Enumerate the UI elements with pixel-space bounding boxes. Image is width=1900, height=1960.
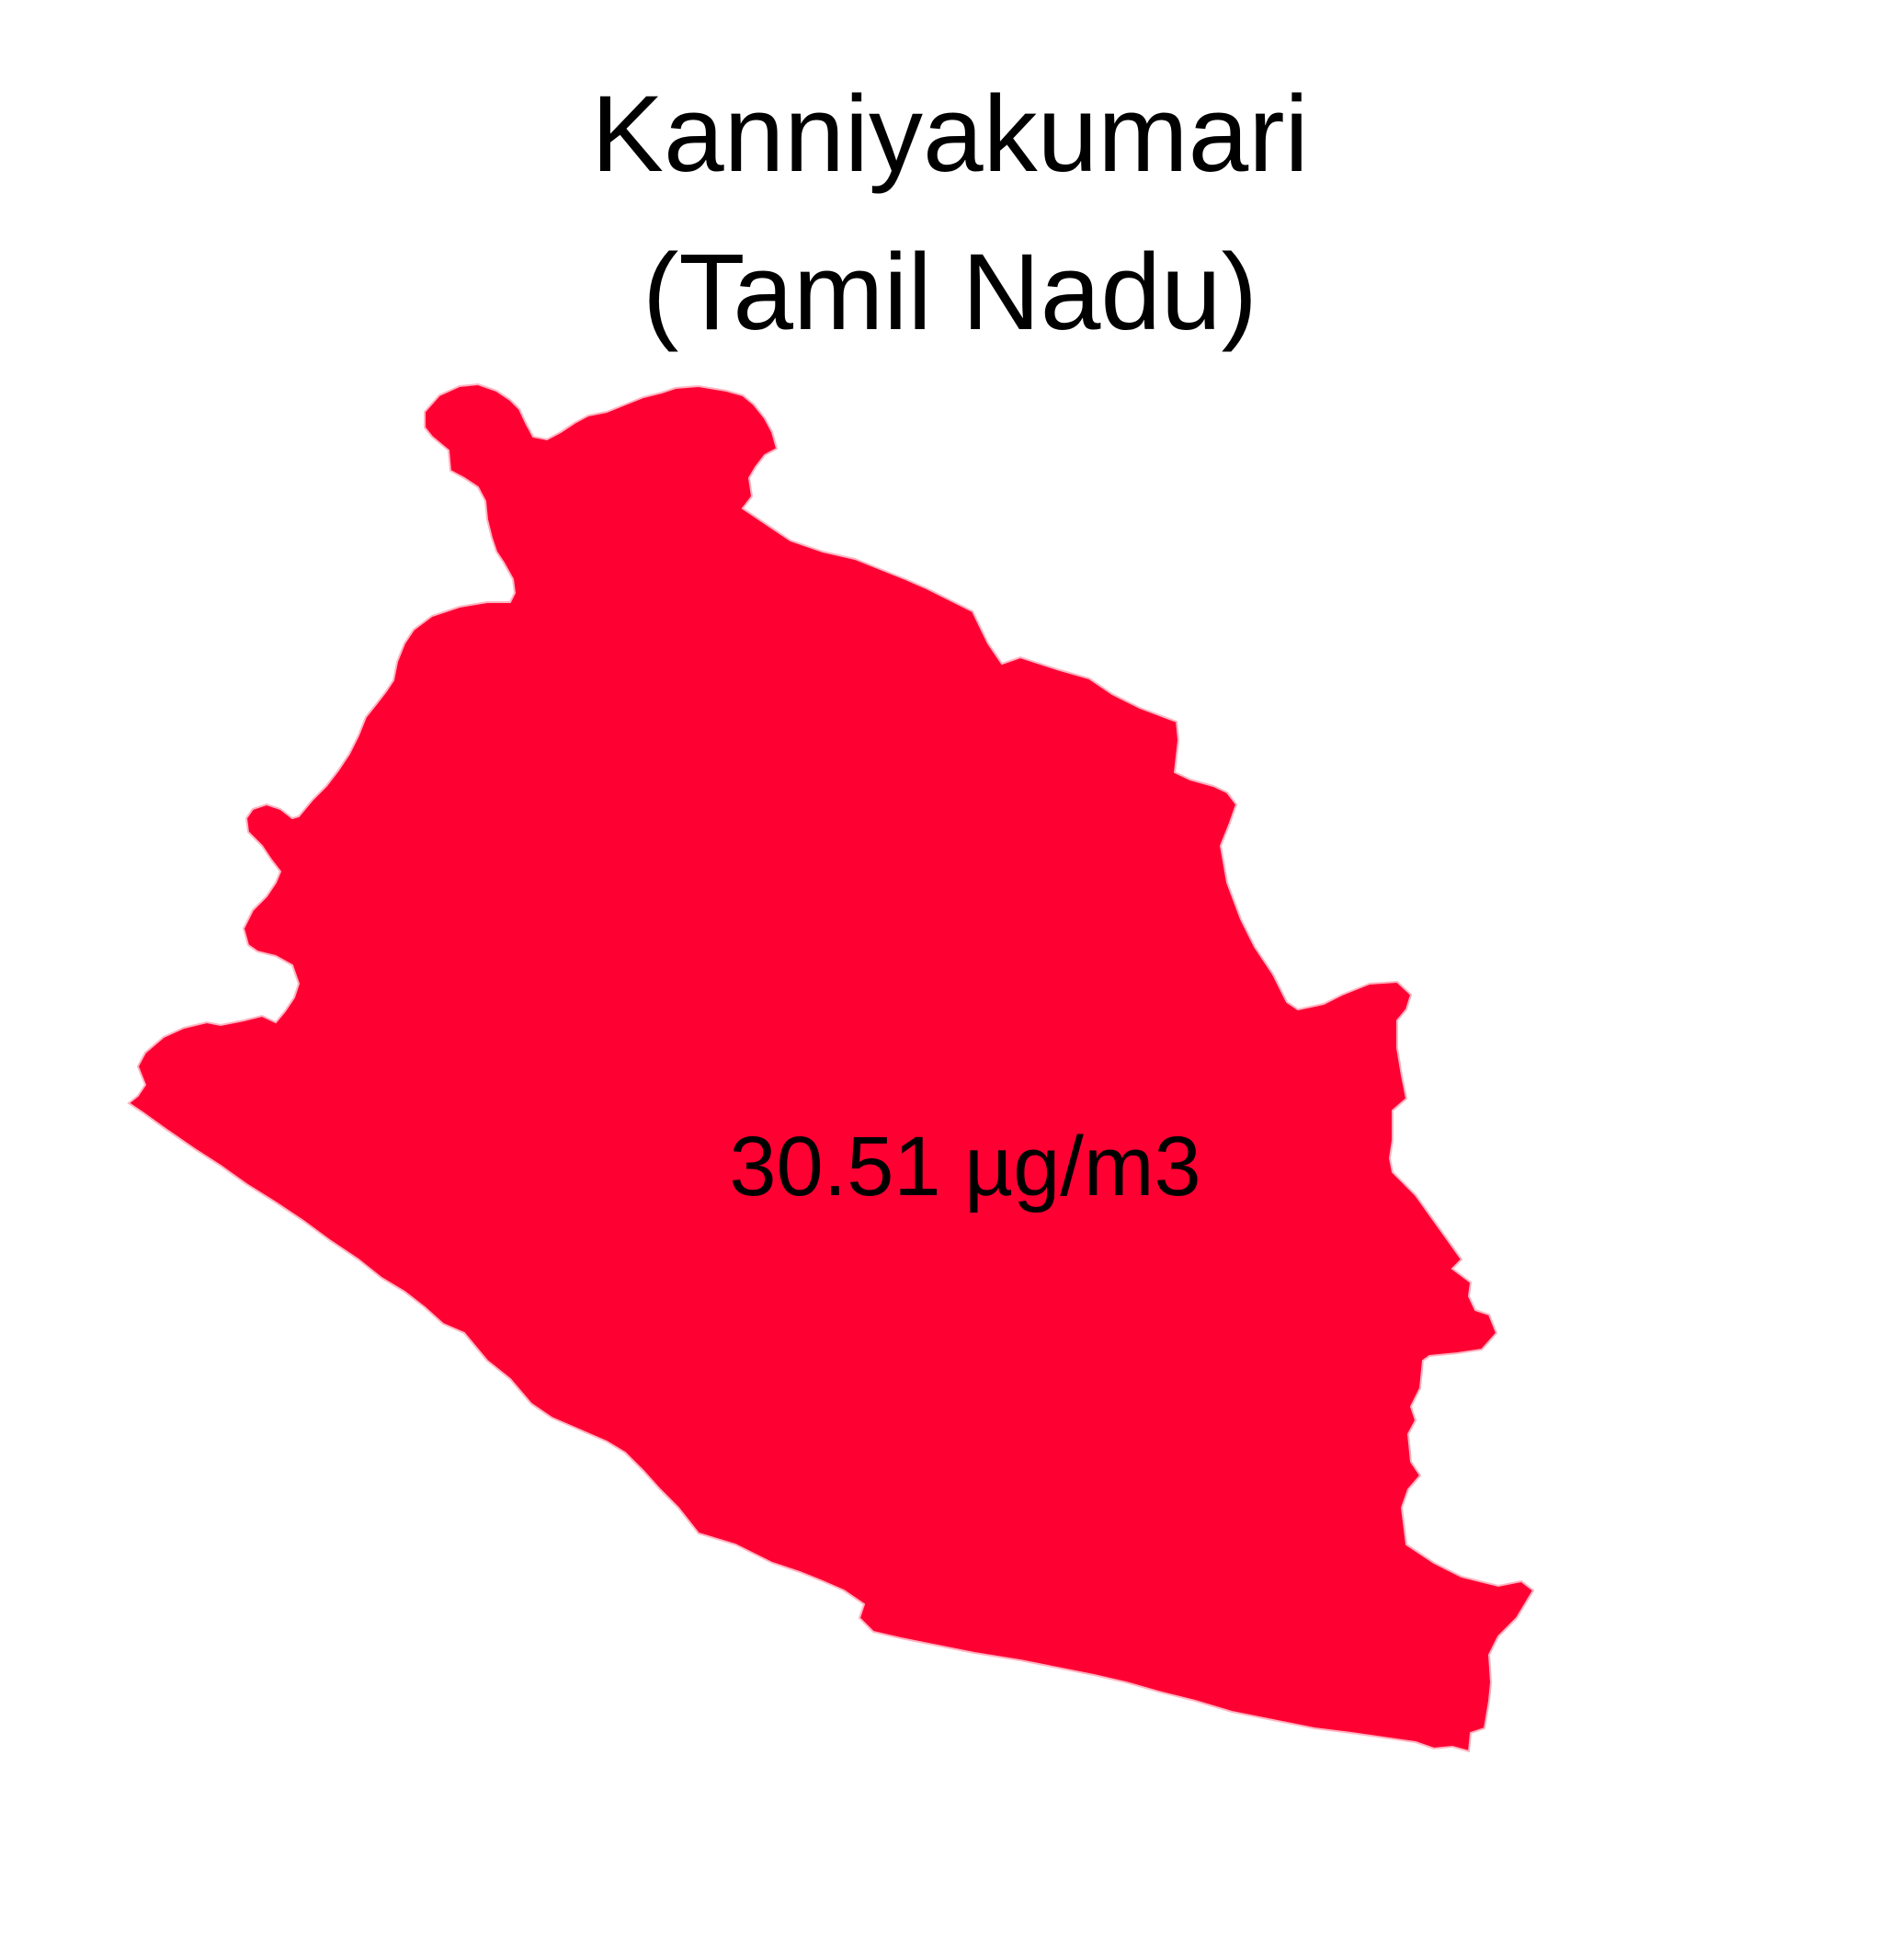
title-district: Kanniyakumari	[591, 74, 1309, 195]
district-value-label: 30.51 µg/m3	[729, 1120, 1200, 1214]
district-shape	[127, 382, 1535, 1753]
title-state: (Tamil Nadu)	[643, 232, 1257, 353]
map-title: Kanniyakumari (Tamil Nadu)	[0, 55, 1900, 371]
